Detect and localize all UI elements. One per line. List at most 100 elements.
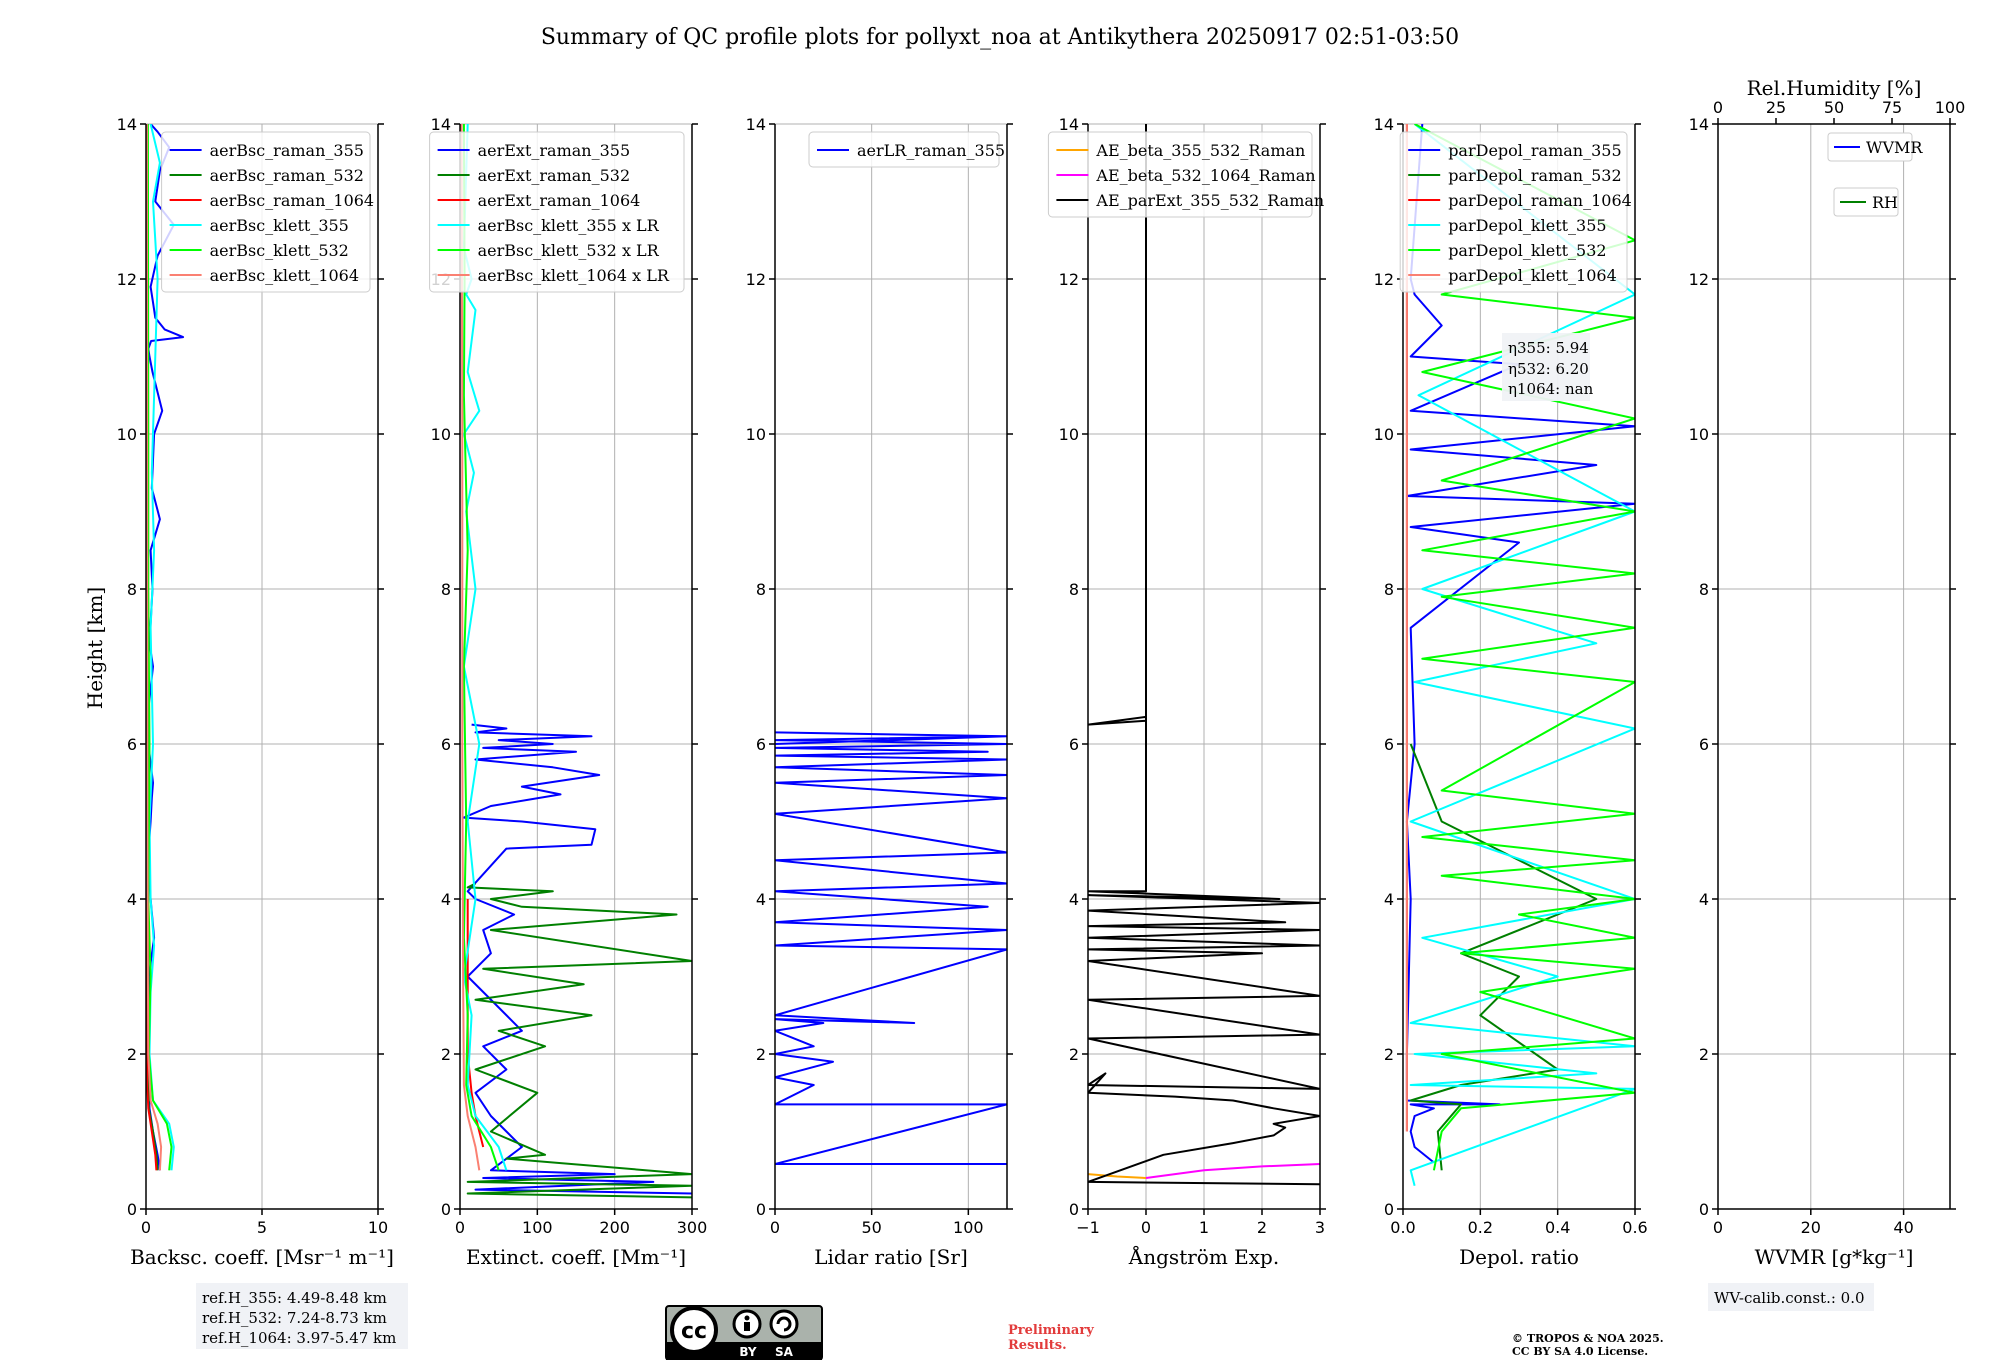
legend-label: AE_parExt_355_532_Raman [1095, 191, 1324, 210]
y-tick-label: 14 [746, 115, 766, 134]
series-group [1088, 124, 1320, 1186]
x-tick-label: 0 [1141, 1218, 1151, 1237]
y-tick-label: 0 [441, 1200, 451, 1219]
y-tick-label: 14 [117, 115, 137, 134]
figure-title: Summary of QC profile plots for pollyxt_… [541, 25, 1459, 50]
x-tick-label: 200 [599, 1218, 630, 1237]
y-tick-label: 4 [127, 890, 137, 909]
y-tick-label: 6 [127, 735, 137, 754]
top-x-tick-label: 0 [1713, 98, 1723, 117]
sa-label: SA [775, 1345, 794, 1359]
y-tick-label: 12 [1374, 270, 1394, 289]
x-axis-label: Ångström Exp. [1128, 1244, 1279, 1269]
y-tick-label: 2 [127, 1045, 137, 1064]
legend-label: aerExt_raman_1064 [478, 191, 641, 210]
legend-label: aerExt_raman_355 [478, 141, 631, 160]
series-group [775, 731, 1007, 1165]
x-tick-label: 3 [1315, 1218, 1325, 1237]
y-tick-label: 0 [127, 1200, 137, 1219]
wv-calib-box-bg [1708, 1283, 1874, 1311]
panel-bsc: 0 2 4 6 8 10 12 14 0 5 10 Backsc. coeff. [Msr⁻¹ m⁻¹… [117, 115, 394, 1269]
legend-label: AE_beta_355_532_Raman [1095, 141, 1305, 160]
series-line-AE_parExt_355_532_Raman [1088, 124, 1320, 1186]
legend-label: aerBsc_raman_532 [210, 166, 364, 185]
series-line-parDepol_klett_355 [1409, 124, 1635, 1187]
legend-depol: parDepol_raman_355 parDepol_raman_532 parD… [1399, 131, 1632, 293]
preliminary-line1: Preliminary [1008, 1323, 1094, 1338]
x-axis-label: Backsc. coeff. [Msr⁻¹ m⁻¹] [130, 1245, 394, 1269]
series-group [460, 124, 692, 1199]
legend-RH: RH [1833, 187, 1899, 217]
x-tick-label: 40 [1893, 1218, 1913, 1237]
x-tick-label: 2 [1257, 1218, 1267, 1237]
eta-1064: η1064: nan [1508, 380, 1594, 398]
y-tick-label: 12 [1059, 270, 1079, 289]
legend-frame [808, 131, 1000, 168]
y-tick-label: 6 [756, 735, 766, 754]
y-tick-label: 10 [117, 425, 137, 444]
y-tick-label: 14 [431, 115, 451, 134]
y-tick-label: 0 [1699, 1200, 1709, 1219]
eta-532: η532: 6.20 [1508, 360, 1589, 378]
series-line-aerBsc_klett_532 x LR [462, 124, 500, 1171]
x-tick-label: 0 [455, 1218, 465, 1237]
y-tick-label: 0 [1069, 1200, 1079, 1219]
legend-label: aerBsc_klett_532 [210, 241, 349, 260]
x-axis-label: Lidar ratio [Sr] [814, 1245, 968, 1269]
series-line-aerExt_raman_532 [466, 882, 692, 1199]
y-tick-label: 4 [1699, 890, 1709, 909]
series-line-aerBsc_klett_1064 [146, 124, 163, 1171]
y-tick-label: 8 [1384, 580, 1394, 599]
y-tick-label: 0 [1384, 1200, 1394, 1219]
y-tick-label: 4 [756, 890, 766, 909]
top-axis-label: Rel.Humidity [%] [1747, 76, 1922, 100]
sa-icon-arrow [776, 1316, 792, 1332]
reference-height-box: ref.H_355: 4.49-8.48 km ref.H_532: 7.24-… [196, 1283, 408, 1349]
x-axis-label: Extinct. coeff. [Mm⁻¹] [466, 1245, 686, 1269]
y-tick-label: 12 [1689, 270, 1709, 289]
legend-label: parDepol_raman_1064 [1448, 191, 1632, 210]
series-line-parDepol_raman_532 [1409, 743, 1598, 1171]
panel-depol: 0 2 4 6 8 10 12 14 0.0 0.2 0.4 0.6 Depol. ratio parDe… [1374, 115, 1648, 1269]
legend-frame [429, 131, 685, 293]
refh-532: ref.H_532: 7.24-8.73 km [202, 1309, 387, 1327]
by-label: BY [739, 1345, 756, 1359]
series-line-aerBsc_klett_532 [146, 124, 173, 1171]
y-tick-label: 4 [441, 890, 451, 909]
y-tick-label: 14 [1059, 115, 1079, 134]
by-icon-body [744, 1322, 750, 1331]
y-tick-label: 4 [1069, 890, 1079, 909]
legend-bsc: aerBsc_raman_355 aerBsc_raman_532 aerBsc_r… [161, 131, 374, 293]
y-tick-label: 10 [431, 425, 451, 444]
y-tick-label: 6 [1069, 735, 1079, 754]
legend-label: aerBsc_klett_532 x LR [478, 241, 660, 260]
refh-1064: ref.H_1064: 3.97-5.47 km [202, 1329, 396, 1347]
legend-frame [1399, 131, 1628, 293]
by-icon-head [744, 1315, 750, 1321]
series-line-parDepol_raman_355 [1405, 124, 1635, 1164]
legend-label: RH [1872, 193, 1898, 212]
legend-lr: aerLR_raman_355 [808, 131, 1005, 168]
legend-label: WVMR [1866, 138, 1923, 157]
panel-lr: 0 2 4 6 8 10 12 14 0 50 100 Lidar ratio [Sr] aerLR_r… [746, 115, 1013, 1269]
y-tick-label: 8 [1699, 580, 1709, 599]
x-tick-label: 300 [677, 1218, 708, 1237]
x-tick-label: 0.4 [1545, 1218, 1570, 1237]
series-line-AE_beta_532_1064_Raman [1145, 1163, 1320, 1179]
x-tick-label: −1 [1076, 1218, 1100, 1237]
x-tick-label: 5 [257, 1218, 267, 1237]
y-tick-label: 0 [756, 1200, 766, 1219]
top-x-tick-label: 100 [1935, 98, 1966, 117]
y-tick-label: 2 [1069, 1045, 1079, 1064]
y-tick-label: 4 [1384, 890, 1394, 909]
y-tick-label: 2 [1384, 1045, 1394, 1064]
y-tick-label: 8 [1069, 580, 1079, 599]
legend-label: parDepol_klett_355 [1448, 216, 1606, 235]
y-axis-label: Height [km] [83, 587, 107, 709]
y-tick-label: 8 [441, 580, 451, 599]
legend-label: parDepol_klett_532 [1448, 241, 1606, 260]
x-tick-label: 0.6 [1622, 1218, 1647, 1237]
legend-label: aerBsc_klett_1064 [210, 266, 359, 285]
